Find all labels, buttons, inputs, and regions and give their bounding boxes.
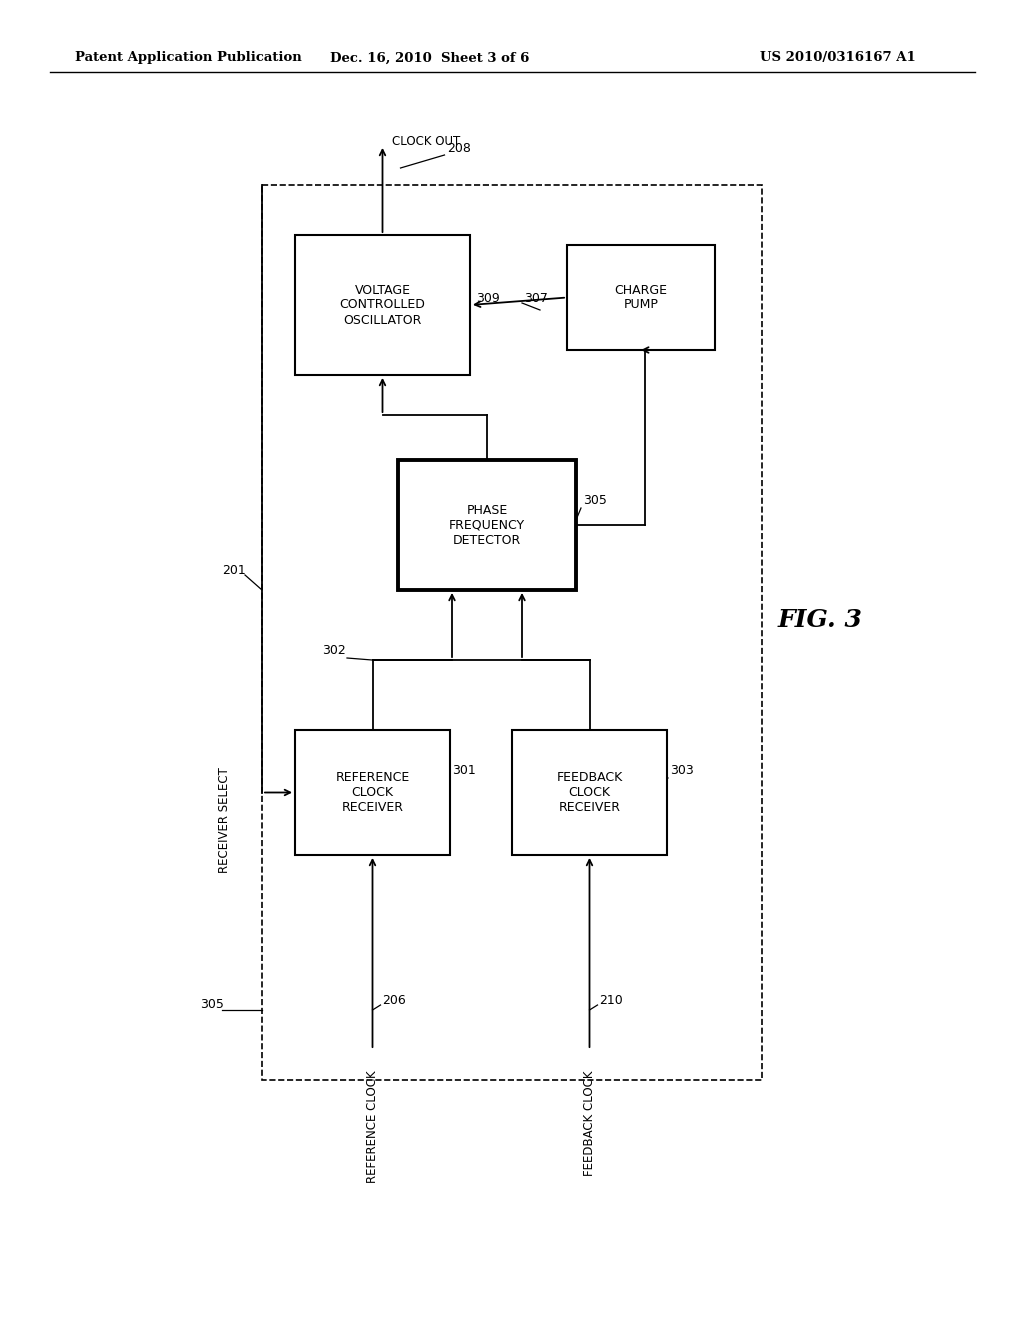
Text: REFERENCE CLOCK: REFERENCE CLOCK xyxy=(366,1071,379,1183)
Text: 206: 206 xyxy=(383,994,407,1006)
Text: 301: 301 xyxy=(452,763,476,776)
Text: REFERENCE
CLOCK
RECEIVER: REFERENCE CLOCK RECEIVER xyxy=(336,771,410,814)
Text: RECEIVER SELECT: RECEIVER SELECT xyxy=(218,767,231,873)
Bar xyxy=(512,730,667,855)
Text: 302: 302 xyxy=(322,644,346,656)
Text: PHASE
FREQUENCY
DETECTOR: PHASE FREQUENCY DETECTOR xyxy=(449,503,525,546)
Text: 210: 210 xyxy=(599,994,624,1006)
Text: 305: 305 xyxy=(200,998,224,1011)
Text: FEEDBACK CLOCK: FEEDBACK CLOCK xyxy=(583,1071,596,1176)
Text: Patent Application Publication: Patent Application Publication xyxy=(75,51,302,65)
Text: Dec. 16, 2010  Sheet 3 of 6: Dec. 16, 2010 Sheet 3 of 6 xyxy=(331,51,529,65)
Bar xyxy=(567,246,715,350)
Text: 305: 305 xyxy=(583,494,607,507)
Text: 303: 303 xyxy=(670,763,693,776)
Text: CLOCK OUT: CLOCK OUT xyxy=(392,135,461,148)
Text: 307: 307 xyxy=(524,292,548,305)
Bar xyxy=(262,185,762,1080)
Text: 208: 208 xyxy=(447,141,471,154)
Text: FEEDBACK
CLOCK
RECEIVER: FEEDBACK CLOCK RECEIVER xyxy=(556,771,623,814)
Bar xyxy=(398,459,575,590)
Bar xyxy=(295,730,450,855)
Text: 309: 309 xyxy=(476,292,500,305)
Text: US 2010/0316167 A1: US 2010/0316167 A1 xyxy=(760,51,915,65)
Text: CHARGE
PUMP: CHARGE PUMP xyxy=(614,284,668,312)
Text: 201: 201 xyxy=(222,564,246,577)
Text: VOLTAGE
CONTROLLED
OSCILLATOR: VOLTAGE CONTROLLED OSCILLATOR xyxy=(340,284,425,326)
Text: FIG. 3: FIG. 3 xyxy=(777,609,862,632)
Bar xyxy=(295,235,470,375)
